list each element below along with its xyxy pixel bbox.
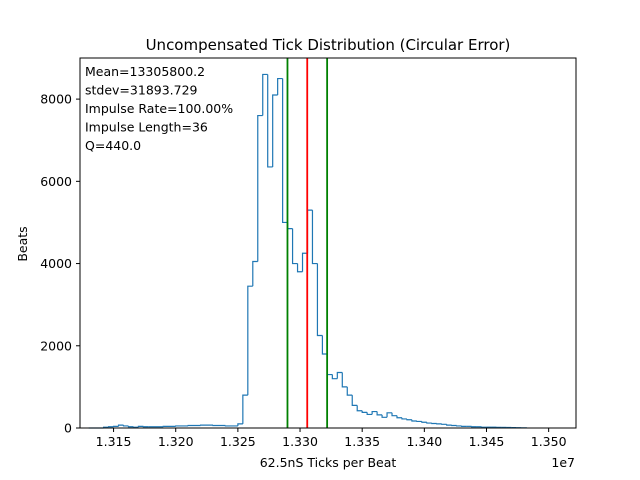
histogram-bin <box>296 263 303 273</box>
histogram-bin <box>242 394 248 424</box>
histogram-bin <box>272 94 278 167</box>
histogram-bin <box>401 417 407 420</box>
histogram-bin <box>336 371 343 379</box>
histogram-bin <box>316 263 323 337</box>
histogram-bin <box>411 419 417 422</box>
y-tick-label: 6000 <box>40 174 72 189</box>
x-tick-label: 1.325 <box>220 434 256 449</box>
histogram-bin <box>262 73 268 116</box>
y-axis: 0 2000 4000 6000 8000 <box>40 92 80 436</box>
histogram-bin <box>311 210 318 265</box>
x-tick-label: 1.350 <box>531 434 567 449</box>
histogram-bin <box>291 228 298 265</box>
histogram-bin <box>346 386 353 396</box>
histogram-bin <box>122 425 129 427</box>
histogram-bin <box>257 114 263 262</box>
histogram-bin <box>366 412 373 416</box>
stat-annotation: Q=440.0 <box>85 138 141 153</box>
histogram-bin <box>376 411 383 416</box>
stat-annotation: Impulse Length=36 <box>85 120 208 135</box>
x-tick-label: 1.320 <box>158 434 194 449</box>
x-tick-label: 1.340 <box>406 434 442 449</box>
stat-annotation: stdev=31893.729 <box>85 83 198 98</box>
histogram-bin <box>306 209 313 254</box>
stat-annotation: Mean=13305800.2 <box>85 64 205 79</box>
histogram-bin <box>341 372 348 388</box>
y-tick-label: 2000 <box>40 338 72 353</box>
y-tick-label: 0 <box>64 421 72 436</box>
axes-frame <box>79 57 577 429</box>
histogram-bin <box>282 78 288 224</box>
x-axis-label: 62.5nS Ticks per Beat <box>260 455 397 470</box>
histogram-bin <box>252 260 258 287</box>
histogram-bin <box>386 412 393 418</box>
histogram-bin <box>396 415 402 419</box>
plot-area: Mean=13305800.2 stdev=31893.729 Impulse Ra… <box>79 57 577 429</box>
stat-annotation: Impulse Rate=100.00% <box>85 101 233 116</box>
x-tick-label: 1.315 <box>96 434 132 449</box>
reference-lines <box>286 58 329 428</box>
x-tick-label: 1.345 <box>469 434 505 449</box>
y-tick-label: 8000 <box>40 92 72 107</box>
histogram-bin <box>117 424 124 427</box>
histogram-bin <box>356 405 363 412</box>
histogram-bin <box>137 425 144 428</box>
histogram-bin <box>406 418 412 421</box>
histogram-bin <box>326 354 333 376</box>
x-axis: 1.315 1.320 1.325 1.330 1.335 1.340 1.345 1.350 <box>96 428 567 449</box>
histogram-bin <box>127 425 134 428</box>
histogram-bin <box>391 412 397 417</box>
y-axis-label: Beats <box>15 226 30 261</box>
histogram-bin <box>267 74 273 168</box>
histogram-bin <box>446 424 452 426</box>
histogram-bin <box>426 422 432 424</box>
histogram-bin <box>421 421 427 423</box>
y-tick-label: 4000 <box>40 256 72 271</box>
histogram-bin <box>381 414 388 418</box>
histogram-bin <box>277 77 283 95</box>
annotation-block: Mean=13305800.2 stdev=31893.729 Impulse Ra… <box>85 64 233 153</box>
histogram-bin <box>247 285 253 396</box>
histogram-bin <box>361 410 368 413</box>
histogram-bin <box>351 395 358 406</box>
chart-title: Uncompensated Tick Distribution (Circula… <box>146 36 511 54</box>
histogram-bin <box>301 252 308 272</box>
x-tick-label: 1.335 <box>344 434 380 449</box>
histogram-bin <box>371 410 378 415</box>
x-axis-offset-label: 1e7 <box>551 455 575 470</box>
x-tick-label: 1.330 <box>282 434 318 449</box>
histogram-bin <box>331 374 338 380</box>
histogram-bin <box>237 423 243 426</box>
histogram-bin <box>321 335 328 355</box>
